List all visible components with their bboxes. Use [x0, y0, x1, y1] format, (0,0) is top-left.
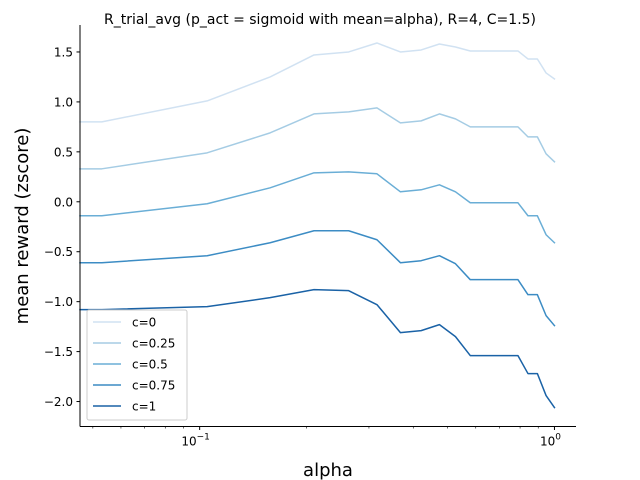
x-axis-label: alpha — [303, 460, 353, 480]
y-axis-ticks: 1.5 1.0 0.5 0.0 −0.5 −1.0 −1.5 −2.0 — [44, 45, 80, 409]
series-line-c=0.5 — [79, 171, 556, 244]
chart-title: R_trial_avg (p_act = sigmoid with mean=a… — [104, 12, 536, 28]
x-tick-label: 10−1 — [181, 433, 210, 449]
x-tick-label-base: 10 — [181, 435, 196, 449]
legend-label: c=0.75 — [132, 379, 175, 393]
y-tick-label: −0.5 — [44, 245, 73, 259]
y-axis-label: mean reward (zscore) — [12, 128, 33, 325]
legend-label: c=0 — [132, 316, 156, 330]
series-lines — [79, 42, 556, 409]
legend-label: c=1 — [132, 400, 156, 414]
x-axis-ticks: 10−1 100 — [92, 426, 561, 449]
series-line-c=0.25 — [79, 107, 556, 170]
legend-box — [86, 309, 188, 421]
y-tick-label: 0.0 — [54, 195, 73, 209]
y-tick-label: 1.0 — [54, 95, 73, 109]
x-tick-label-exponent: 0 — [555, 433, 561, 443]
x-tick-label: 100 — [540, 433, 561, 449]
series-line-c=0 — [79, 42, 556, 123]
legend-items: c=0 c=0.25 c=0.5 c=0.75 c=1 — [93, 316, 175, 414]
y-tick-label: −1.5 — [44, 345, 73, 359]
y-tick-label: −1.0 — [44, 295, 73, 309]
legend: c=0 c=0.25 c=0.5 c=0.75 c=1 — [86, 309, 188, 421]
series-line-c=1 — [79, 288, 556, 409]
y-tick-label: 1.5 — [54, 45, 73, 59]
y-tick-label: 0.5 — [54, 145, 73, 159]
legend-label: c=0.5 — [132, 358, 168, 372]
y-tick-label: −2.0 — [44, 395, 73, 409]
x-tick-label-base: 10 — [540, 435, 555, 449]
series-line-c=0.75 — [79, 229, 556, 327]
legend-label: c=0.25 — [132, 337, 175, 351]
x-tick-label-exponent: −1 — [197, 433, 210, 443]
